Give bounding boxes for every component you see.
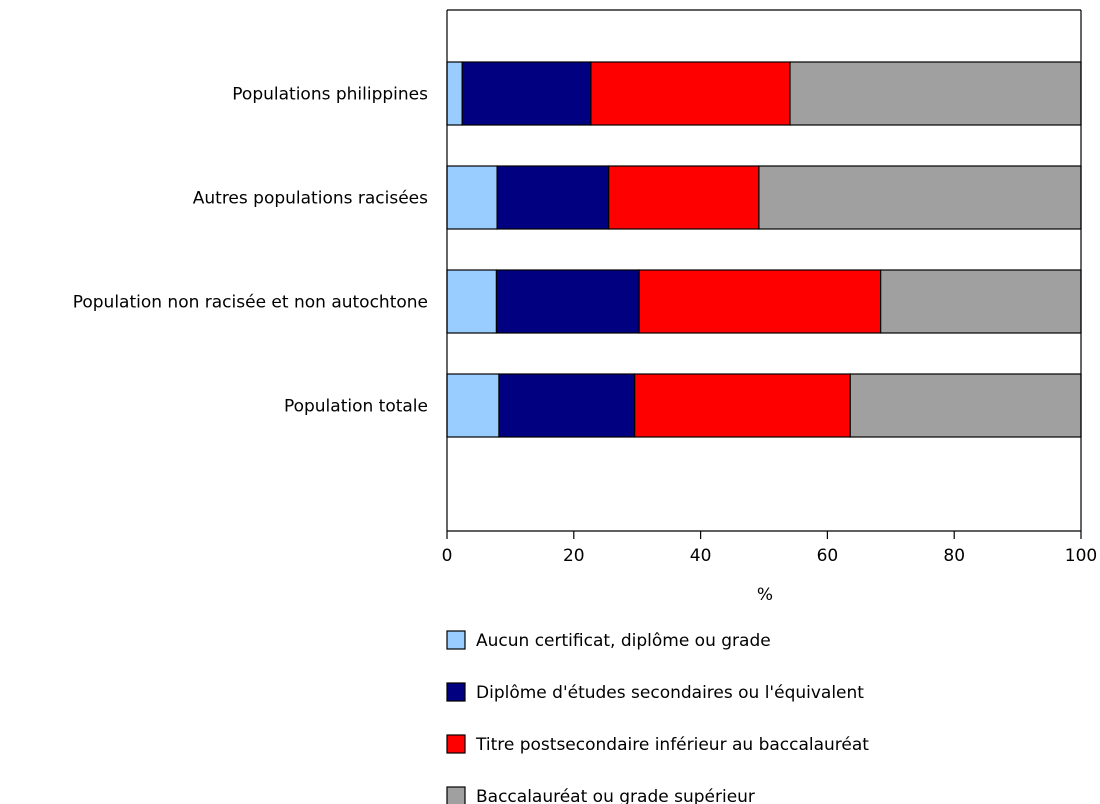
legend-swatch: [446, 682, 466, 702]
bar-segment-3-2: [495, 269, 640, 334]
bar-segment-2-3: [608, 165, 760, 230]
x-tick-label: 80: [943, 546, 965, 566]
bar-segment-4-4: [849, 373, 1082, 438]
category-labels: Populations philippines Autres population…: [73, 85, 428, 417]
bar-segment-4-2: [498, 373, 636, 438]
bar-segment-1-4: [789, 61, 1082, 126]
x-tick-label: 0: [442, 546, 453, 566]
legend-label: Diplôme d'études secondaires ou l'équiva…: [476, 683, 864, 703]
bar-segment-2-1: [446, 165, 498, 230]
bar-segment-4-1: [446, 373, 500, 438]
legend-label: Aucun certificat, diplôme ou grade: [476, 631, 771, 651]
bars-group: [446, 61, 1082, 438]
bar-segment-3-3: [638, 269, 882, 334]
plot-frame: [446, 9, 1082, 532]
bar-segment-3-4: [880, 269, 1082, 334]
legend-swatch: [446, 630, 466, 650]
bar-segment-3-1: [446, 269, 498, 334]
category-label: Population totale: [284, 397, 428, 417]
x-axis-title: %: [757, 585, 773, 605]
category-label: Population non racisée et non autochtone: [73, 293, 428, 313]
bar-segment-4-3: [634, 373, 851, 438]
x-tick-label: 40: [690, 546, 712, 566]
legend-label: Baccalauréat ou grade supérieur: [476, 787, 755, 804]
legend-swatch: [446, 734, 466, 754]
x-tick-label: 20: [563, 546, 585, 566]
category-label: Autres populations racisées: [193, 189, 428, 209]
bar-segment-1-3: [590, 61, 791, 126]
bar-segment-2-4: [758, 165, 1082, 230]
legend-swatch: [446, 786, 466, 804]
category-label: Populations philippines: [232, 85, 428, 105]
legend-label: Titre postsecondaire inférieur au baccal…: [475, 735, 869, 755]
bar-segment-1-1: [446, 61, 463, 126]
x-tick-label: 100: [1065, 546, 1097, 566]
x-axis-ticks: 0 20 40 60 80 100: [442, 531, 1097, 566]
bar-segment-1-2: [461, 61, 592, 126]
x-tick-label: 60: [817, 546, 839, 566]
legend: Aucun certificat, diplôme ou grade Diplôm…: [446, 630, 869, 804]
bar-segment-2-2: [496, 165, 610, 230]
